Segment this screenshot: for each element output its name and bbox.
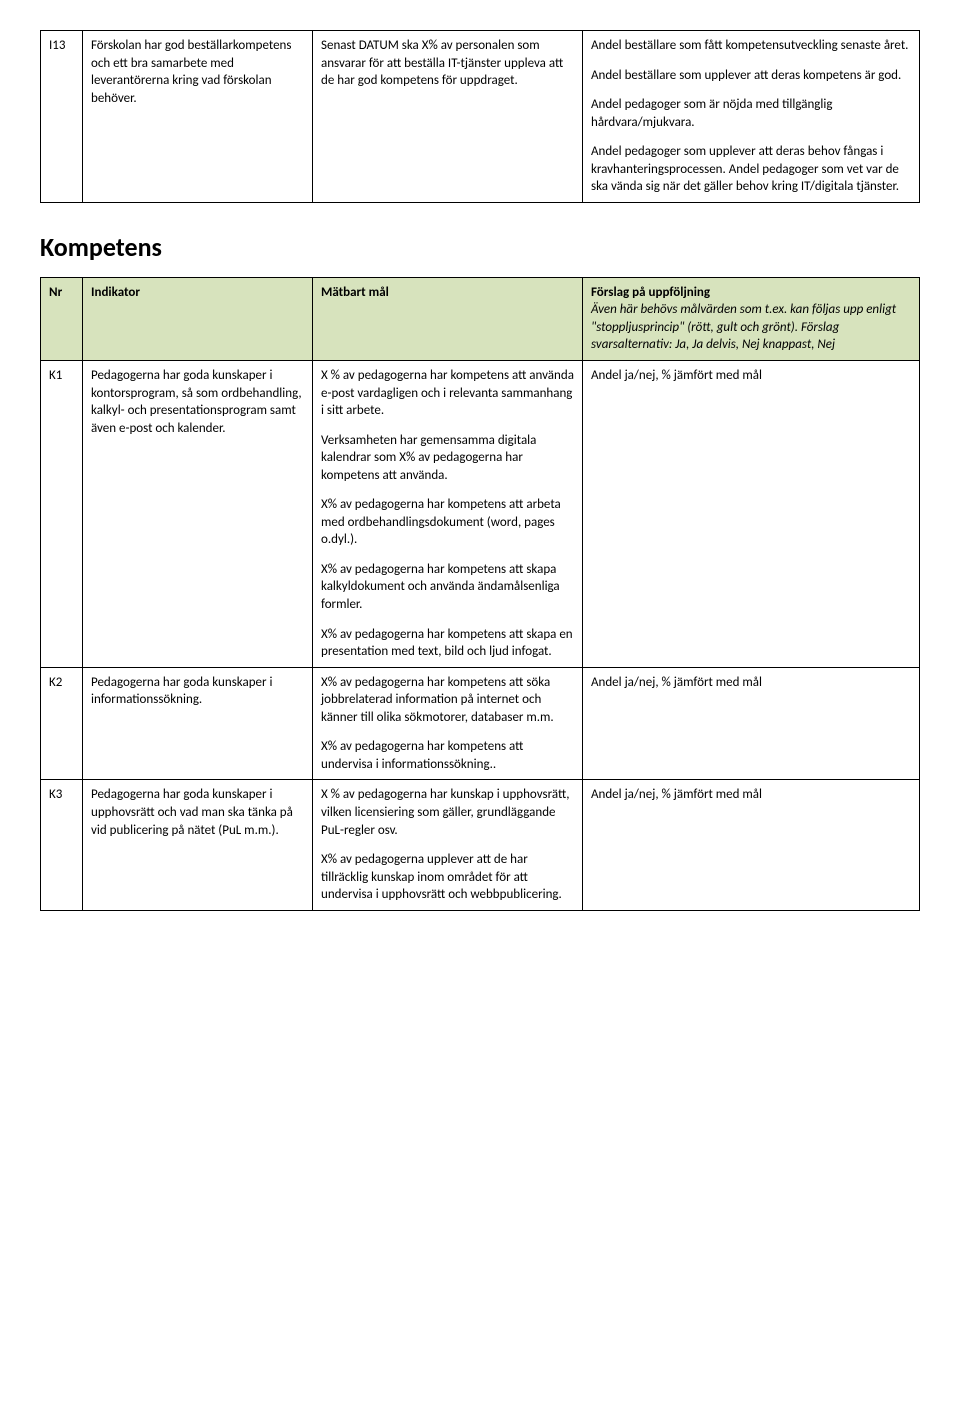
table-row: K2Pedagogerna har goda kunskaper i infor… <box>41 667 920 780</box>
cell-nr: K3 <box>41 780 83 910</box>
uppfoljning-note: Även här behövs målvärden som t.ex. kan … <box>591 302 896 352</box>
table-row: K1Pedagogerna har goda kunskaper i konto… <box>41 361 920 668</box>
cell-uppfoljning: Andel ja/nej, % jämfört med mål <box>583 361 920 668</box>
uppfoljning-paragraph: Andel beställare som fått kompetensutvec… <box>591 37 911 55</box>
cell-nr: K1 <box>41 361 83 668</box>
table-row: K3Pedagogerna har goda kunskaper i uppho… <box>41 780 920 910</box>
table-row: I13Förskolan har god beställarkompetens … <box>41 31 920 203</box>
cell-matbart: X % av pedagogerna har kunskap i upphovs… <box>313 780 583 910</box>
uppfoljning-title: Förslag på uppföljning <box>591 285 710 300</box>
uppfoljning-paragraph: Andel pedagoger som upplever att deras b… <box>591 143 911 196</box>
table-header-row: Nr Indikator Mätbart mål Förslag på uppf… <box>41 277 920 360</box>
cell-uppfoljning: Andel ja/nej, % jämfört med mål <box>583 780 920 910</box>
col-header-nr: Nr <box>41 277 83 360</box>
table-kompetens: Nr Indikator Mätbart mål Förslag på uppf… <box>40 277 920 911</box>
cell-matbart: X% av pedagogerna har kompetens att söka… <box>313 667 583 780</box>
section-heading-kompetens: Kompetens <box>40 231 920 263</box>
cell-nr: I13 <box>41 31 83 203</box>
col-header-uppfoljning: Förslag på uppföljning Även här behövs m… <box>583 277 920 360</box>
cell-indikator: Pedagogerna har goda kunskaper i informa… <box>83 667 313 780</box>
matbart-paragraph: X % av pedagogerna har kunskap i upphovs… <box>321 786 574 839</box>
cell-uppfoljning: Andel ja/nej, % jämfört med mål <box>583 667 920 780</box>
cell-matbart: X % av pedagogerna har kompetens att anv… <box>313 361 583 668</box>
col-header-indikator: Indikator <box>83 277 313 360</box>
cell-indikator: Pedagogerna har goda kunskaper i upphovs… <box>83 780 313 910</box>
matbart-paragraph: X % av pedagogerna har kompetens att anv… <box>321 367 574 420</box>
cell-indikator: Pedagogerna har goda kunskaper i kontors… <box>83 361 313 668</box>
cell-matbart: Senast DATUM ska X% av personalen som an… <box>313 31 583 203</box>
matbart-paragraph: X% av pedagogerna har kompetens att skap… <box>321 561 574 614</box>
matbart-paragraph: X% av pedagogerna har kompetens att skap… <box>321 626 574 661</box>
cell-indikator: Förskolan har god beställarkompetens och… <box>83 31 313 203</box>
uppfoljning-paragraph: Andel beställare som upplever att deras … <box>591 67 911 85</box>
cell-nr: K2 <box>41 667 83 780</box>
table-infrastruktur-fragment: I13Förskolan har god beställarkompetens … <box>40 30 920 203</box>
matbart-paragraph: X% av pedagogerna har kompetens att arbe… <box>321 496 574 549</box>
matbart-paragraph: X% av pedagogerna upplever att de har ti… <box>321 851 574 904</box>
cell-uppfoljning: Andel beställare som fått kompetensutvec… <box>583 31 920 203</box>
col-header-matbart: Mätbart mål <box>313 277 583 360</box>
matbart-paragraph: X% av pedagogerna har kompetens att unde… <box>321 738 574 773</box>
matbart-paragraph: Verksamheten har gemensamma digitala kal… <box>321 432 574 485</box>
matbart-paragraph: X% av pedagogerna har kompetens att söka… <box>321 674 574 727</box>
uppfoljning-paragraph: Andel pedagoger som är nöjda med tillgän… <box>591 96 911 131</box>
